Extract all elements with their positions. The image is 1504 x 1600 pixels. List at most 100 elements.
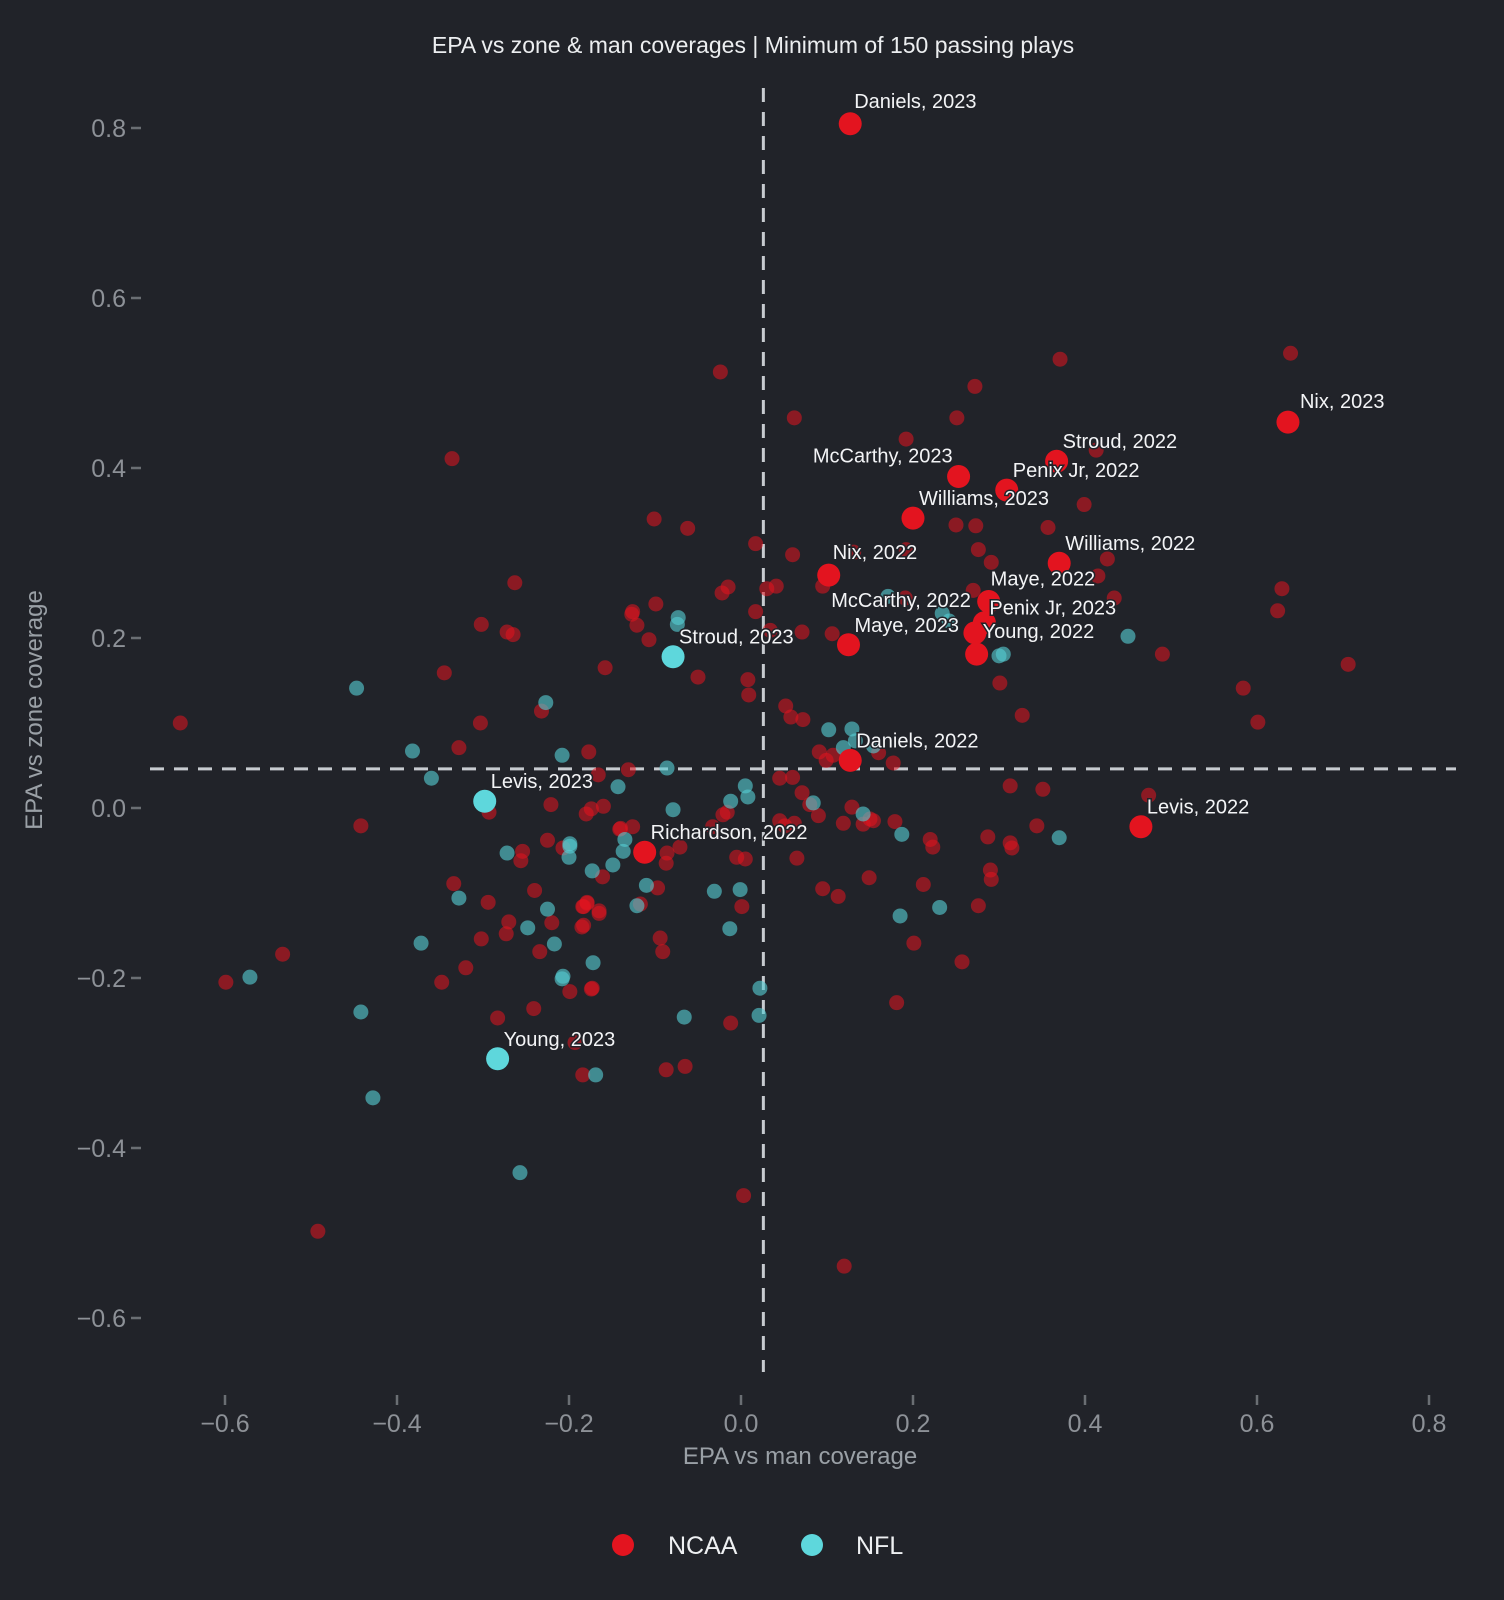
ncaa-data-point (906, 935, 922, 951)
ncaa-data-point (712, 364, 728, 380)
ncaa-data-point (830, 888, 846, 904)
ncaa-data-point (1141, 787, 1157, 803)
ncaa-data-point (925, 839, 941, 855)
reference-lines (150, 88, 1456, 1372)
nfl-data-point (242, 969, 258, 985)
ncaa-data-point (1274, 581, 1290, 597)
ncaa-data-point (434, 974, 450, 990)
nfl-data-point (892, 908, 908, 924)
qb-labeled-point (838, 112, 862, 136)
nfl-data-point (365, 1090, 381, 1106)
ncaa-data-point (583, 801, 599, 817)
ncaa-data-point (575, 899, 591, 915)
nfl-data-point (880, 588, 896, 604)
ncaa-data-point (625, 819, 641, 835)
ncaa-data-point (915, 877, 931, 892)
ncaa-data-point (748, 604, 764, 620)
ncaa-data-point (513, 853, 529, 869)
nfl-data-point (349, 680, 365, 696)
ncaa-data-point (590, 767, 606, 783)
qb-labeled-point (473, 789, 497, 813)
ncaa-data-point (762, 622, 778, 638)
ncaa-data-point (824, 626, 840, 642)
qb-point-label: Maye, 2022 (991, 568, 1096, 590)
nfl-data-point (805, 795, 821, 811)
x-tick-label: 0.8 (1412, 1410, 1447, 1438)
legend-ncaa-label: NCAA (668, 1532, 738, 1560)
ncaa-data-point (846, 544, 862, 560)
nfl-data-point (732, 882, 748, 898)
ncaa-data-point (1088, 442, 1104, 458)
ncaa-data-point (620, 762, 636, 778)
ncaa-data-point (507, 575, 523, 591)
nfl-data-point (723, 793, 739, 809)
qb-labeled-point (1047, 551, 1071, 575)
qb-point-label: Young, 2023 (504, 1029, 616, 1051)
qb-labeled-point (963, 621, 987, 645)
ncaa-data-point (473, 931, 489, 947)
qb-point-label: Penix Jr, 2022 (1013, 460, 1140, 482)
qb-labeled-point (901, 506, 925, 530)
ncaa-data-point (748, 536, 764, 552)
qb-point-label: Levis, 2022 (1147, 797, 1249, 819)
ncaa-data-point (815, 881, 831, 897)
ncaa-data-point (734, 899, 750, 915)
ncaa-data-point (1052, 351, 1068, 367)
qb-point-label: Maye, 2023 (855, 615, 960, 637)
ncaa-data-point (861, 870, 877, 886)
nfl-data-point (562, 836, 578, 852)
ncaa-data-point (641, 632, 657, 648)
nfl-data-point (404, 743, 420, 759)
nfl-data-point (670, 610, 686, 626)
y-tick-label: 0.6 (91, 285, 126, 313)
nfl-data-point (615, 843, 631, 859)
ncaa-data-point (1014, 707, 1030, 723)
ncaa-data-point (498, 926, 514, 942)
ncaa-data-point (741, 687, 757, 703)
ncaa-data-point (1106, 590, 1122, 606)
qb-labeled-point (947, 465, 971, 488)
ncaa-data-point (567, 1035, 583, 1051)
nfl-data-point (610, 779, 626, 795)
ncaa-data-point (1340, 656, 1356, 672)
ncaa-data-point (458, 960, 474, 976)
qb-labeled-point (977, 589, 1001, 613)
ncaa-data-point (949, 410, 965, 426)
ncaa-data-point (1090, 568, 1106, 584)
nfl-data-point (629, 898, 645, 914)
ncaa-data-point (490, 1010, 506, 1026)
ncaa-data-point (1283, 345, 1299, 361)
nfl-data-point (740, 789, 756, 805)
qb-point-label: Young, 2022 (983, 621, 1095, 643)
ncaa-data-point (648, 596, 664, 612)
ncaa-data-point (540, 832, 555, 848)
x-axis: −0.6 −0.4 −0.2 0.0 0.2 0.4 0.6 0.8 (200, 1395, 1446, 1438)
ncaa-data-point (983, 871, 999, 887)
y-tick-label: −0.4 (77, 1135, 126, 1163)
ncaa-data-point (889, 995, 905, 1011)
point-labels-layer: Daniels, 2023 Nix, 2023 Stroud, 2022 McCart… (489, 89, 1386, 1052)
qb-labeled-point (633, 840, 657, 864)
y-axis: 0.8 0.6 0.4 0.2 0.0 −0.2 −0.4 −0.6 (77, 115, 141, 1333)
ncaa-data-point (1235, 680, 1251, 696)
ncaa-data-point (1270, 603, 1286, 619)
ncaa-data-point (785, 547, 801, 563)
qb-labeled-point (965, 642, 989, 666)
qb-labeled-point (995, 478, 1019, 502)
x-tick-label: −0.2 (544, 1410, 593, 1438)
qb-point-label: Nix, 2022 (833, 542, 918, 564)
ncaa-data-point (444, 451, 460, 467)
ncaa-data-point (785, 769, 801, 785)
ncaa-data-point (505, 627, 521, 643)
ncaa-data-point (898, 542, 914, 558)
nfl-data-point (451, 890, 467, 906)
nfl-data-point (353, 1004, 369, 1020)
ncaa-data-point (759, 581, 775, 597)
ncaa-data-point (783, 709, 799, 725)
ncaa-data-point (353, 818, 369, 834)
ncaa-data-point (970, 542, 986, 558)
ncaa-data-point (970, 898, 986, 914)
ncaa-data-point (795, 712, 811, 728)
nfl-data-point (617, 831, 633, 847)
